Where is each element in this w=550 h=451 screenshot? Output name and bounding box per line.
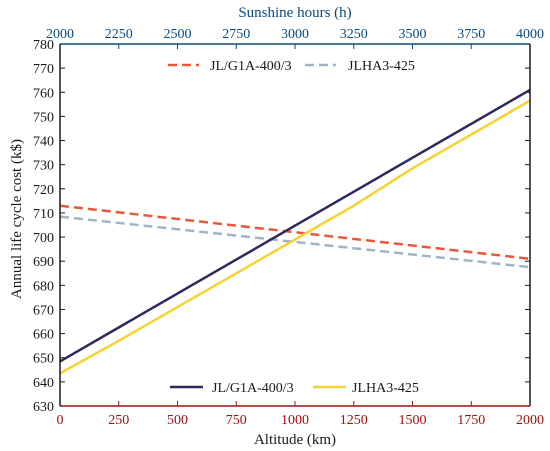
top-tick-label: 2000 <box>46 27 74 42</box>
y-axis-ticks: 630 640 650 660 670 680 690 700 710 720 730 740 750 7… <box>33 38 530 415</box>
top-tick-label: 4000 <box>516 27 544 42</box>
y-tick-label: 690 <box>33 255 54 270</box>
y-tick-label: 770 <box>33 62 54 77</box>
y-axis-title: Annual life cycle cost (k$) <box>9 139 25 299</box>
legend-top: JL/G1A-400/3 JLHA3-425 <box>168 59 415 74</box>
legend-bottom-label-jlha3: JLHA3-425 <box>352 381 419 396</box>
y-tick-label: 660 <box>33 328 54 343</box>
bottom-tick-label: 500 <box>167 413 188 428</box>
bottom-tick-label: 0 <box>57 413 64 428</box>
top-tick-label: 3000 <box>281 27 309 42</box>
bottom-tick-label: 1250 <box>340 413 368 428</box>
bottom-axis-ticks: 0 250 500 750 1000 1250 1500 1750 2000 <box>57 401 544 428</box>
y-tick-label: 760 <box>33 86 54 101</box>
y-tick-label: 670 <box>33 303 54 318</box>
legend-top-label-jlha3: JLHA3-425 <box>348 59 415 74</box>
y-tick-label: 740 <box>33 135 54 150</box>
top-tick-label: 3500 <box>399 27 427 42</box>
legend-top-label-jlg1a: JL/G1A-400/3 <box>210 59 292 74</box>
legend-bottom: JL/G1A-400/3 JLHA3-425 <box>170 381 419 396</box>
top-tick-label: 2250 <box>105 27 133 42</box>
top-axis-ticks: 2000 2250 2500 2750 3000 3250 3500 3750 4000 <box>46 27 544 49</box>
series-line-top-jlg1a-400-3 <box>59 204 531 261</box>
y-tick-label: 780 <box>33 38 54 53</box>
y-tick-label: 700 <box>33 231 54 246</box>
bottom-axis-title: Altitude (km) <box>254 432 336 448</box>
y-tick-label: 710 <box>33 207 54 222</box>
plot-frame <box>59 43 531 407</box>
bottom-tick-label: 1500 <box>399 413 427 428</box>
top-tick-label: 2500 <box>164 27 192 42</box>
bottom-tick-label: 1000 <box>281 413 309 428</box>
y-tick-label: 630 <box>33 400 54 415</box>
y-tick-label: 680 <box>33 279 54 294</box>
top-tick-label: 2750 <box>222 27 250 42</box>
top-tick-label: 3750 <box>457 27 485 42</box>
top-tick-label: 3250 <box>340 27 368 42</box>
series-layer <box>59 88 531 375</box>
y-tick-label: 730 <box>33 159 54 174</box>
series-line-bottom-jlha3-425 <box>59 99 531 375</box>
bottom-tick-label: 250 <box>108 413 129 428</box>
bottom-tick-label: 750 <box>226 413 247 428</box>
y-tick-label: 650 <box>33 352 54 367</box>
y-tick-label: 640 <box>33 376 54 391</box>
y-tick-label: 720 <box>33 183 54 198</box>
y-tick-label: 750 <box>33 110 54 125</box>
top-axis-title: Sunshine hours (h) <box>238 5 351 21</box>
legend-bottom-label-jlg1a: JL/G1A-400/3 <box>212 381 294 396</box>
series-line-top-jlha3-425 <box>59 215 531 269</box>
bottom-tick-label: 1750 <box>457 413 485 428</box>
bottom-tick-label: 2000 <box>516 413 544 428</box>
series-line-bottom-jlg1a-400-3 <box>59 88 531 363</box>
